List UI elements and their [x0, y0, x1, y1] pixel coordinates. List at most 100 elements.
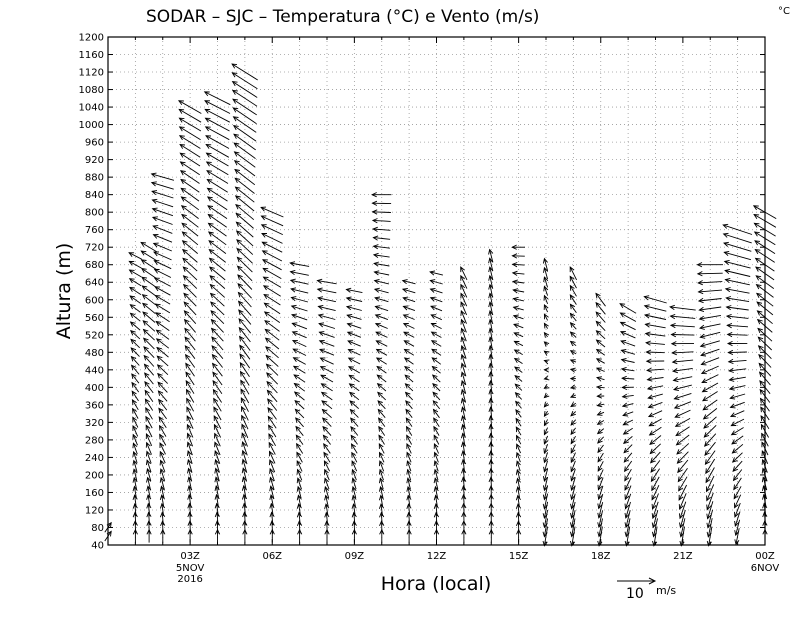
wind-vector — [204, 100, 231, 114]
wind-vector — [260, 224, 283, 236]
wind-vector-shaft — [678, 476, 688, 491]
wind-vector-shaft — [490, 450, 493, 464]
wind-vector-shaft — [211, 328, 224, 342]
wind-vector — [316, 287, 337, 294]
wind-vector — [348, 383, 360, 392]
wind-vector — [185, 388, 195, 403]
wind-vector — [432, 382, 441, 392]
wind-vector-head — [158, 398, 164, 405]
wind-vector-shaft — [184, 345, 196, 359]
wind-vector-shaft — [435, 512, 438, 525]
wind-vector — [236, 239, 254, 255]
wind-vector-head — [543, 375, 550, 381]
wind-vector — [234, 195, 255, 212]
wind-vector-shaft — [705, 458, 716, 474]
wind-vector — [178, 117, 202, 132]
wind-vector — [543, 359, 550, 365]
wind-vector-head — [132, 442, 138, 449]
wind-vector — [406, 511, 412, 525]
wind-vector-head — [208, 240, 215, 246]
wind-vector-head — [349, 400, 356, 406]
wind-vector-shaft — [158, 408, 167, 420]
wind-vector-head — [569, 294, 575, 300]
wind-vector-head — [651, 503, 657, 510]
wind-vector-head — [569, 284, 575, 291]
wind-vector — [404, 383, 414, 392]
wind-vector-head — [237, 291, 244, 298]
wind-vector-shaft — [263, 285, 281, 297]
wind-vector-head — [181, 222, 188, 228]
wind-vector — [159, 485, 165, 499]
wind-vector-shaft — [238, 301, 252, 316]
wind-vector-head — [543, 276, 549, 283]
wind-vector-head — [543, 266, 549, 273]
wind-vector-shaft — [598, 526, 603, 546]
wind-vector — [263, 311, 281, 323]
wind-vector — [624, 477, 632, 491]
wind-vector-shaft — [143, 329, 155, 341]
wind-vector-shaft — [153, 234, 173, 243]
wind-vector-shaft — [351, 443, 358, 454]
wind-vector-head — [678, 513, 684, 520]
wind-vector-head — [513, 340, 520, 346]
wind-vector-head — [155, 338, 162, 344]
wind-vector — [727, 358, 747, 365]
wind-vector — [144, 398, 154, 411]
wind-vector-head — [214, 476, 220, 483]
wind-vector-shaft — [408, 512, 411, 525]
wind-vector-shaft — [489, 380, 493, 394]
wind-vector — [429, 287, 443, 294]
wind-vector — [706, 484, 715, 502]
wind-vector-head — [235, 212, 242, 219]
wind-vector-head — [624, 503, 630, 510]
wind-vector-head — [145, 415, 151, 422]
wind-vector — [406, 468, 412, 481]
wind-vector-head — [699, 342, 706, 348]
wind-vector-shaft — [295, 417, 304, 428]
wind-vector-head — [350, 417, 356, 424]
wind-vector-head — [624, 531, 630, 538]
wind-vector-head — [316, 278, 323, 284]
wind-vector — [543, 452, 549, 464]
wind-vector — [132, 459, 138, 472]
wind-vector-shaft — [406, 443, 412, 454]
wind-vector-head — [214, 450, 220, 457]
wind-vector-shaft — [460, 301, 468, 316]
wind-vector-head — [515, 460, 521, 467]
wind-vector-head — [132, 476, 138, 483]
wind-vector — [596, 428, 605, 435]
y-tick-label: 880 — [85, 173, 104, 184]
wind-vector-head — [375, 331, 382, 337]
wind-vector-shaft — [270, 494, 274, 508]
wind-vector-head — [754, 240, 761, 246]
wind-vector — [376, 374, 387, 383]
wind-vector — [152, 242, 172, 252]
wind-vector-shaft — [235, 204, 255, 221]
wind-vector — [734, 494, 742, 509]
wind-vector-shaft — [649, 426, 662, 436]
wind-vector-head — [150, 172, 157, 178]
wind-vector-head — [433, 485, 439, 492]
wind-vector-head — [729, 394, 736, 400]
wind-vector — [207, 213, 227, 228]
wind-vector-head — [430, 340, 437, 346]
wind-vector — [209, 292, 225, 307]
wind-vector — [597, 510, 604, 529]
wind-vector-shaft — [699, 323, 721, 329]
wind-vector-shaft — [543, 267, 549, 280]
wind-vector — [732, 469, 743, 482]
wind-vector — [210, 310, 225, 325]
wind-vector — [214, 511, 220, 526]
wind-vector — [130, 364, 140, 375]
wind-vector-head — [677, 476, 683, 483]
wind-vector-shaft — [653, 526, 658, 546]
wind-vector — [267, 398, 278, 411]
wind-vector — [402, 296, 416, 303]
wind-vector-head — [186, 423, 192, 430]
wind-vector — [131, 398, 139, 411]
wind-vector-head — [351, 477, 357, 484]
wind-vector-shaft — [182, 240, 198, 254]
wind-vector — [263, 302, 281, 315]
wind-vector — [160, 520, 166, 534]
wind-vector-head — [377, 408, 384, 415]
